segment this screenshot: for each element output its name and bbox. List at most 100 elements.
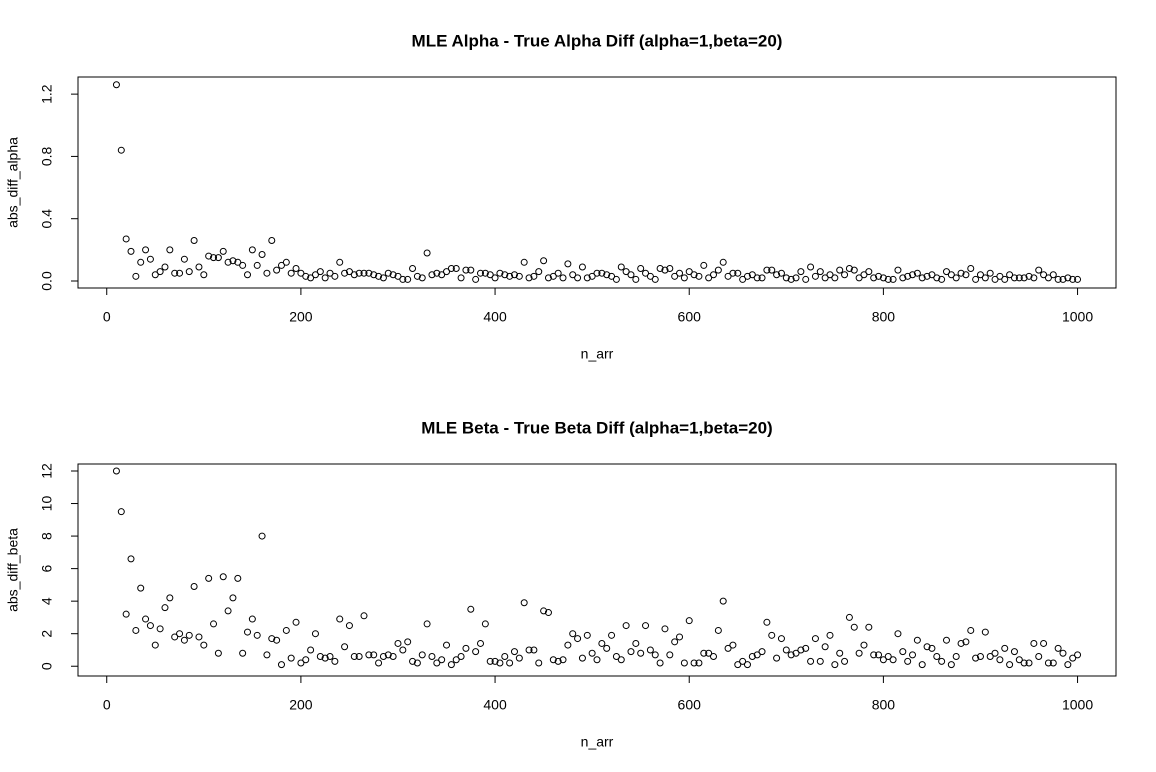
point	[370, 651, 378, 659]
point	[996, 272, 1004, 280]
point	[894, 630, 902, 638]
x-tick-label: 800	[872, 309, 896, 325]
point	[549, 656, 557, 664]
point	[758, 648, 766, 656]
point	[205, 574, 213, 582]
point	[336, 615, 344, 623]
point	[802, 644, 810, 652]
point	[807, 657, 815, 665]
point	[355, 652, 363, 660]
point	[923, 272, 931, 280]
point	[292, 265, 300, 273]
x-axis-label: n_arr	[581, 734, 614, 750]
point	[1020, 274, 1028, 282]
point	[981, 274, 989, 282]
point	[559, 274, 567, 282]
point	[821, 643, 829, 651]
point	[1074, 651, 1082, 659]
point	[1064, 274, 1072, 282]
point	[244, 271, 252, 279]
point	[132, 626, 140, 634]
point	[879, 274, 887, 282]
point	[360, 612, 368, 620]
point	[515, 654, 523, 662]
point	[379, 652, 387, 660]
point	[210, 620, 218, 628]
point	[161, 604, 169, 612]
point	[972, 275, 980, 283]
point	[841, 657, 849, 665]
plot-box	[77, 76, 1117, 289]
point	[525, 646, 533, 654]
point	[739, 657, 747, 665]
point	[1040, 271, 1048, 279]
point	[224, 258, 232, 266]
point	[122, 235, 130, 243]
point	[331, 657, 339, 665]
point	[112, 81, 120, 89]
point	[277, 661, 285, 669]
point	[438, 656, 446, 664]
point	[904, 272, 912, 280]
point	[1006, 271, 1014, 279]
point	[399, 275, 407, 283]
point	[137, 584, 145, 592]
point	[909, 651, 917, 659]
point	[530, 646, 538, 654]
point	[831, 661, 839, 669]
point	[161, 263, 169, 271]
point	[899, 648, 907, 656]
point	[273, 636, 281, 644]
point	[938, 275, 946, 283]
point	[1044, 659, 1052, 667]
point	[680, 274, 688, 282]
y-tick-label: 1.2	[39, 84, 55, 104]
x-tick-label: 600	[678, 309, 702, 325]
point	[311, 630, 319, 638]
point	[976, 271, 984, 279]
point	[743, 272, 751, 280]
point	[248, 615, 256, 623]
point	[491, 274, 499, 282]
point	[467, 605, 475, 613]
point	[875, 651, 883, 659]
point	[942, 268, 950, 276]
point	[685, 268, 693, 276]
point	[967, 265, 975, 273]
point	[651, 651, 659, 659]
point	[714, 626, 722, 634]
point	[1001, 275, 1009, 283]
point	[146, 255, 154, 263]
point	[375, 659, 383, 667]
point	[933, 652, 941, 660]
point	[947, 661, 955, 669]
point	[709, 271, 717, 279]
point	[457, 274, 465, 282]
point	[180, 255, 188, 263]
point	[651, 275, 659, 283]
point	[695, 272, 703, 280]
point	[777, 635, 785, 643]
point	[680, 659, 688, 667]
point	[816, 657, 824, 665]
point	[583, 631, 591, 639]
point	[151, 641, 159, 649]
point	[535, 268, 543, 276]
point	[302, 272, 310, 280]
x-tick-label: 0	[103, 309, 111, 325]
point	[345, 268, 353, 276]
point	[316, 268, 324, 276]
point	[341, 643, 349, 651]
y-tick-label: 6	[39, 565, 55, 573]
point	[166, 246, 174, 254]
point	[816, 268, 824, 276]
point	[438, 271, 446, 279]
point	[452, 265, 460, 273]
point	[156, 268, 164, 276]
point	[496, 659, 504, 667]
point	[423, 249, 431, 257]
point	[855, 649, 863, 657]
point	[258, 251, 266, 259]
point	[122, 610, 130, 618]
point	[942, 636, 950, 644]
